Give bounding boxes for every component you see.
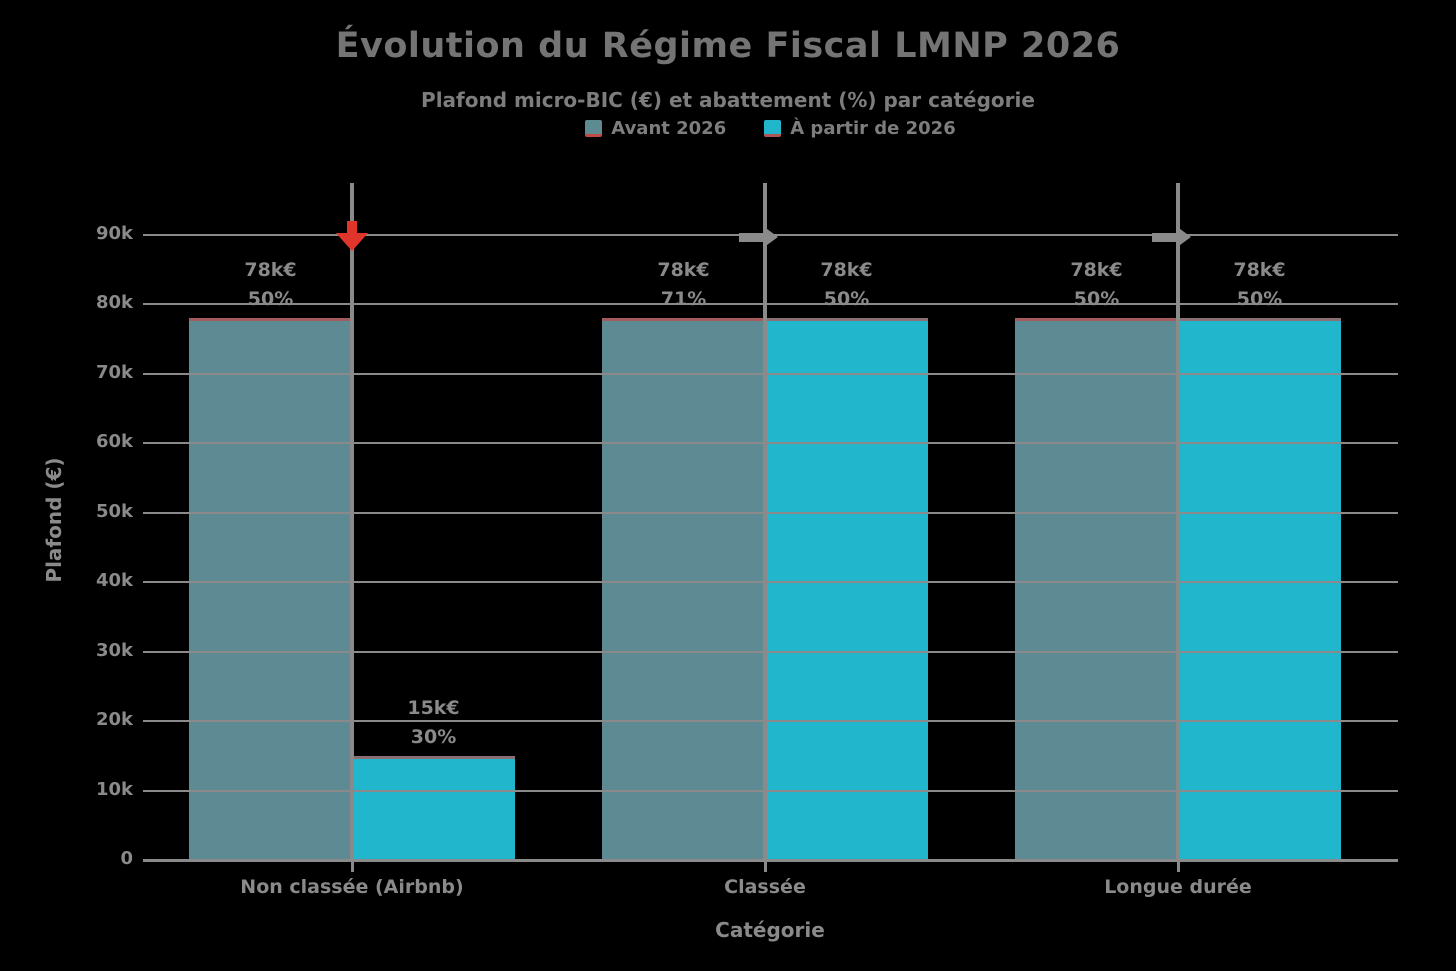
group-guide-line	[350, 183, 354, 860]
bar-avant-2026-longue-duree[interactable]	[1015, 318, 1178, 860]
bar-a-partir-de-2026-longue-duree[interactable]	[1178, 318, 1341, 860]
arrow-stem	[347, 221, 357, 233]
gridline	[143, 442, 1398, 445]
bar-value-line: 50%	[1236, 288, 1283, 311]
bar-value-label: 15k€ 30%	[354, 694, 514, 752]
gridline	[143, 511, 1398, 514]
legend: Avant 2026 À partir de 2026	[143, 114, 1398, 142]
arrow-right-icon	[739, 226, 778, 248]
bar-avant-2026-classee[interactable]	[602, 318, 765, 860]
bar-value-line: 50%	[1073, 288, 1120, 311]
y-tick-label: 80k	[95, 292, 133, 314]
y-tick-label: 70k	[95, 361, 133, 383]
x-tick	[351, 860, 354, 872]
y-tick-label: 30k	[95, 639, 133, 661]
category-label: Classée	[724, 876, 806, 898]
bar-value-label: 78k€ 50%	[767, 256, 927, 314]
gridline	[143, 372, 1398, 375]
gridline	[143, 720, 1398, 723]
bar-value-label: 78k€ 50%	[1180, 256, 1340, 314]
bar-value-line: 50%	[823, 288, 870, 311]
category-label: Longue durée	[1104, 876, 1252, 898]
bar-value-label: 78k€ 50%	[1017, 256, 1177, 314]
x-axis-title: Catégorie	[715, 918, 825, 942]
bar-value-line: 78k€	[244, 259, 297, 282]
arrow-head	[336, 233, 368, 251]
bar-value-line: 30%	[410, 725, 457, 748]
legend-label: Avant 2026	[611, 117, 727, 139]
y-tick-label: 40k	[95, 570, 133, 592]
arrow-head	[1176, 226, 1191, 248]
y-tick-label: 20k	[95, 709, 133, 731]
bar-value-line: 78k€	[1233, 259, 1286, 282]
gridline	[143, 650, 1398, 653]
chart-subtitle: Plafond micro-BIC (€) et abattement (%) …	[421, 88, 1035, 112]
gridline	[143, 581, 1398, 584]
bar-avant-2026-non-classee-airbnb[interactable]	[189, 318, 352, 860]
arrow-right-icon	[1152, 226, 1191, 248]
y-tick-label: 60k	[95, 431, 133, 453]
legend-swatch-icon	[585, 119, 603, 137]
arrow-down-icon	[336, 221, 368, 251]
group-guide-line	[1176, 183, 1180, 860]
chart-title: Évolution du Régime Fiscal LMNP 2026	[335, 26, 1121, 66]
y-tick-label: 50k	[95, 500, 133, 522]
y-tick-label: 0	[120, 848, 133, 869]
y-tick-label: 90k	[95, 223, 133, 244]
bar-value-line: 15k€	[407, 696, 460, 719]
group-guide-line	[763, 183, 767, 860]
bar-value-line: 50%	[247, 288, 294, 311]
arrow-stem	[1152, 232, 1176, 242]
x-axis-line	[143, 859, 1398, 862]
y-tick-label: 10k	[95, 778, 133, 800]
bar-value-line: 78k€	[820, 259, 873, 282]
bar-value-line: 78k€	[1070, 259, 1123, 282]
legend-item-avant-2026[interactable]: Avant 2026	[585, 118, 726, 139]
x-tick	[1177, 860, 1180, 872]
bar-value-line: 71%	[660, 288, 707, 311]
bar-a-partir-de-2026-non-classee-airbnb[interactable]	[352, 755, 515, 860]
arrow-head	[763, 226, 778, 248]
legend-label: À partir de 2026	[790, 117, 956, 139]
legend-item-a-partir-de-2026[interactable]: À partir de 2026	[764, 117, 956, 139]
x-tick	[764, 860, 767, 872]
legend-swatch-icon	[764, 119, 782, 137]
bar-a-partir-de-2026-classee[interactable]	[765, 318, 928, 860]
bar-value-label: 78k€ 71%	[604, 256, 764, 314]
bar-value-label: 78k€ 50%	[191, 256, 351, 314]
gridline	[143, 303, 1398, 306]
category-label: Non classée (Airbnb)	[240, 876, 464, 898]
bar-value-line: 78k€	[657, 259, 710, 282]
gridline	[143, 789, 1398, 792]
arrow-stem	[739, 232, 763, 242]
